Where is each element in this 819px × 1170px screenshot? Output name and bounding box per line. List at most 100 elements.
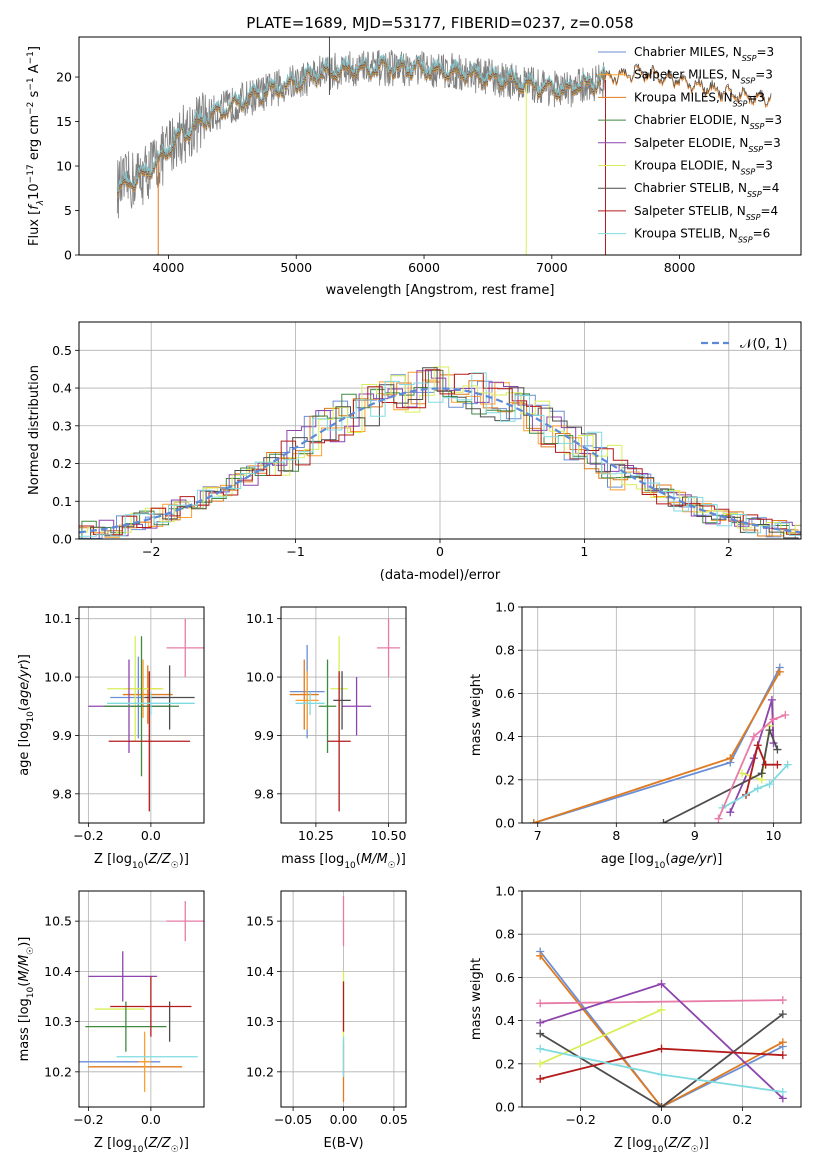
x-tick-label: 1 xyxy=(580,544,588,559)
legend-entry: Salpeter STELIB, NSSP=4 xyxy=(634,204,778,222)
y-tick-label: 0.4 xyxy=(495,729,515,744)
y-axis-label: Normed distribution xyxy=(27,365,42,495)
y-tick-label: 10.3 xyxy=(44,1014,72,1029)
label-part: ( xyxy=(143,1136,148,1151)
legend-name: Chabrier ELODIE, N xyxy=(634,113,750,127)
y-tick-label: 0.0 xyxy=(52,532,72,547)
model-spectrum-extension xyxy=(605,65,772,109)
label-part: )] xyxy=(179,1136,189,1151)
x-tick-label: 2 xyxy=(725,544,733,559)
weight-line xyxy=(539,955,784,1107)
x-tick-label: 0.0 xyxy=(141,1112,161,1127)
y-tick-label: 9.9 xyxy=(254,728,274,743)
label-part: ( xyxy=(663,1136,668,1151)
y-tick-label: 0.4 xyxy=(52,381,72,396)
legend-entry: Salpeter ELODIE, NSSP=3 xyxy=(634,136,781,154)
label-part: 10 xyxy=(26,711,36,723)
legend-entry: Kroupa ELODIE, NSSP=3 xyxy=(634,159,773,177)
label-part: )] xyxy=(712,852,722,867)
x-tick-label: −1 xyxy=(286,544,304,559)
label-part: −17 xyxy=(26,164,36,183)
label-part: 10 xyxy=(132,1145,144,1155)
legend-count: =4 xyxy=(762,181,780,195)
legend-entry: Chabrier STELIB, NSSP=4 xyxy=(634,181,779,199)
mass-vs-Z-plot xyxy=(79,901,204,1092)
histogram-chabrier-stelib xyxy=(79,367,801,539)
y-tick-label: 5 xyxy=(64,203,72,218)
y-tick-label: 10.1 xyxy=(246,611,274,626)
label-part: erg cm xyxy=(27,115,42,164)
legend-sub: SSP xyxy=(741,167,756,176)
label-part: ( xyxy=(17,982,32,987)
y-tick-label: 15 xyxy=(56,114,72,129)
axes-frame xyxy=(78,606,205,824)
weight-marker xyxy=(536,1074,545,1083)
weight-marker xyxy=(765,780,774,789)
x-tick-label: 0.0 xyxy=(652,1112,672,1127)
residuals-plot xyxy=(79,366,801,539)
label-part: M/M xyxy=(17,955,32,982)
legend-name: Kroupa ELODIE, N xyxy=(634,159,741,173)
spectrum-frame: 4000 5000 6000 7000 8000 0 5 10 15 20 wavelength [… xyxy=(26,36,802,298)
weight-vs-age-grid xyxy=(522,606,801,824)
x-tick-label: 10 xyxy=(766,828,782,843)
y-tick-label: 10.4 xyxy=(246,964,274,979)
weight-marker xyxy=(536,1018,545,1027)
weight-marker xyxy=(761,760,770,769)
legend-sub: SSP xyxy=(746,212,761,221)
weight-marker xyxy=(753,741,762,750)
weight-marker xyxy=(783,760,792,769)
y-tick-label: 0.8 xyxy=(495,927,515,942)
y-tick-label: 0.8 xyxy=(495,643,515,658)
x-tick-label: 8 xyxy=(612,828,620,843)
label-part: )] xyxy=(17,937,32,947)
label-part: M/M xyxy=(361,852,388,867)
label-part: Z/Z xyxy=(668,1136,692,1151)
weight-line xyxy=(663,726,779,823)
x-axis-label: wavelength [Angstrom, rest frame] xyxy=(326,283,555,298)
weight-marker xyxy=(659,819,668,823)
label-part: ( xyxy=(17,706,32,711)
weight-marker xyxy=(773,745,782,754)
x-tick-label: −0.2 xyxy=(565,1112,595,1127)
legend-name: Chabrier MILES, N xyxy=(634,45,742,59)
spectrum-plot xyxy=(116,37,772,255)
y-tick-label: 10.4 xyxy=(44,964,72,979)
y-tick-label: 0.6 xyxy=(495,686,515,701)
histogram-kroupa-elodie xyxy=(79,366,801,536)
histogram-chabrier-miles xyxy=(79,374,801,539)
y-tick-label: 0.4 xyxy=(495,1013,515,1028)
weight-line xyxy=(745,742,778,796)
weight-marker xyxy=(778,1051,787,1060)
y-tick-label: 9.8 xyxy=(254,786,274,801)
residuals-axes: −2 −1 0 1 2 0.0 0.1 0.2 0.3 0.4 0.5 (data-model)/er… xyxy=(27,321,802,583)
label-part: 10 xyxy=(652,1145,664,1155)
x-tick-label: 7000 xyxy=(536,260,568,275)
y-tick-label: 9.8 xyxy=(52,786,72,801)
weight-vs-age-plot xyxy=(529,663,792,823)
label-part: ☉ xyxy=(171,861,179,871)
residuals-frame: −2 −1 0 1 2 0.0 0.1 0.2 0.3 0.4 0.5 (data-model)/er… xyxy=(27,321,802,583)
x-tick-label: 10.50 xyxy=(371,828,407,843)
label-part: Flux [ xyxy=(27,210,42,246)
weight-vs-Z-frame: −0.2 0.0 0.2 0.0 0.2 0.4 0.6 0.8 1.0 Z [log10(Z/Z… xyxy=(469,884,802,1155)
legend-sub: SSP xyxy=(741,76,756,85)
label-part: mass [log xyxy=(17,998,32,1061)
weight-marker xyxy=(726,808,735,817)
weight-marker xyxy=(778,996,787,1005)
legend-entry: 𝒩(0, 1) xyxy=(740,337,787,352)
label-part: λ xyxy=(36,200,46,206)
y-tick-label: 10 xyxy=(56,159,72,174)
x-tick-label: 4000 xyxy=(153,260,185,275)
label-part: 10 xyxy=(132,861,144,871)
x-tick-label: −2 xyxy=(142,544,160,559)
x-tick-label: 7 xyxy=(534,828,542,843)
legend-sub: SSP xyxy=(742,54,757,63)
age-vs-Z-plot xyxy=(88,618,204,812)
x-tick-label: 0.05 xyxy=(380,1112,408,1127)
x-tick-label: 0.0 xyxy=(141,828,161,843)
weight-marker xyxy=(714,814,723,823)
label-part: ( xyxy=(356,852,361,867)
y-tick-label: 1.0 xyxy=(495,600,515,615)
